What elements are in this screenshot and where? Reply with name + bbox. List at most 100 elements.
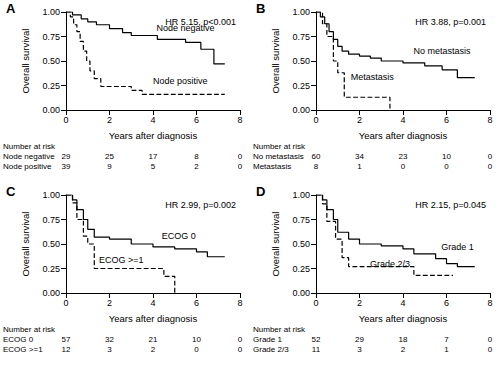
svg-text:0.25: 0.25 bbox=[42, 81, 60, 91]
svg-text:Grade 2/3: Grade 2/3 bbox=[253, 345, 289, 354]
svg-text:Node positive: Node positive bbox=[3, 162, 52, 171]
svg-text:HR 3.88, p=0.001: HR 3.88, p=0.001 bbox=[415, 17, 486, 27]
svg-text:39: 39 bbox=[62, 162, 71, 171]
svg-text:0: 0 bbox=[488, 335, 493, 344]
svg-text:29: 29 bbox=[355, 335, 364, 344]
svg-text:29: 29 bbox=[62, 152, 71, 161]
svg-text:ECOG >=1: ECOG >=1 bbox=[3, 345, 43, 354]
svg-text:0: 0 bbox=[238, 162, 243, 171]
svg-text:6: 6 bbox=[444, 115, 449, 125]
svg-text:7: 7 bbox=[444, 335, 449, 344]
svg-text:0.75: 0.75 bbox=[42, 32, 60, 42]
svg-text:Years after diagnosis: Years after diagnosis bbox=[359, 130, 448, 141]
svg-text:57: 57 bbox=[62, 335, 71, 344]
svg-text:Years after diagnosis: Years after diagnosis bbox=[109, 313, 198, 324]
svg-text:10: 10 bbox=[442, 152, 451, 161]
svg-text:0.50: 0.50 bbox=[42, 56, 60, 66]
svg-text:ECOG 0: ECOG 0 bbox=[3, 335, 34, 344]
svg-text:2: 2 bbox=[107, 115, 112, 125]
svg-text:1: 1 bbox=[444, 345, 449, 354]
svg-text:Number at risk: Number at risk bbox=[253, 325, 306, 334]
svg-text:21: 21 bbox=[149, 335, 158, 344]
svg-text:Number at risk: Number at risk bbox=[3, 142, 56, 151]
svg-text:D: D bbox=[256, 184, 265, 199]
svg-text:Number at risk: Number at risk bbox=[253, 142, 306, 151]
svg-text:0: 0 bbox=[238, 345, 243, 354]
svg-text:8: 8 bbox=[487, 298, 492, 308]
svg-text:0: 0 bbox=[488, 345, 493, 354]
svg-text:2: 2 bbox=[194, 162, 199, 171]
svg-text:Node negative: Node negative bbox=[3, 152, 55, 161]
svg-text:B: B bbox=[256, 1, 265, 16]
svg-text:0.00: 0.00 bbox=[42, 288, 60, 298]
svg-text:0.75: 0.75 bbox=[292, 215, 310, 225]
svg-text:6: 6 bbox=[194, 115, 199, 125]
svg-text:25: 25 bbox=[105, 152, 114, 161]
svg-text:0: 0 bbox=[313, 115, 318, 125]
svg-text:6: 6 bbox=[194, 298, 199, 308]
svg-text:8: 8 bbox=[237, 298, 242, 308]
svg-text:ECOG 0: ECOG 0 bbox=[162, 231, 196, 241]
svg-text:Grade 1: Grade 1 bbox=[253, 335, 282, 344]
svg-text:Overall survival: Overall survival bbox=[270, 212, 281, 277]
svg-text:4: 4 bbox=[150, 115, 155, 125]
svg-text:0.50: 0.50 bbox=[292, 56, 310, 66]
svg-text:32: 32 bbox=[105, 335, 114, 344]
svg-text:Overall survival: Overall survival bbox=[20, 29, 31, 94]
svg-text:0.50: 0.50 bbox=[292, 239, 310, 249]
svg-text:2: 2 bbox=[357, 115, 362, 125]
svg-text:0.75: 0.75 bbox=[292, 32, 310, 42]
svg-text:60: 60 bbox=[312, 152, 321, 161]
svg-text:0: 0 bbox=[444, 162, 449, 171]
svg-text:4: 4 bbox=[400, 298, 405, 308]
svg-text:4: 4 bbox=[400, 115, 405, 125]
svg-text:23: 23 bbox=[399, 152, 408, 161]
svg-text:Grade 1: Grade 1 bbox=[441, 242, 474, 252]
svg-text:18: 18 bbox=[399, 335, 408, 344]
svg-text:Years after diagnosis: Years after diagnosis bbox=[109, 130, 198, 141]
svg-text:0.00: 0.00 bbox=[42, 105, 60, 115]
svg-text:Overall survival: Overall survival bbox=[20, 212, 31, 277]
svg-text:3: 3 bbox=[107, 345, 112, 354]
svg-text:Node negative: Node negative bbox=[156, 23, 214, 33]
svg-text:17: 17 bbox=[149, 152, 158, 161]
svg-text:C: C bbox=[6, 184, 16, 199]
svg-text:3: 3 bbox=[357, 345, 362, 354]
svg-text:12: 12 bbox=[62, 345, 71, 354]
svg-text:1.00: 1.00 bbox=[42, 7, 60, 17]
svg-text:5: 5 bbox=[151, 162, 156, 171]
svg-text:11: 11 bbox=[312, 345, 321, 354]
svg-text:0: 0 bbox=[63, 115, 68, 125]
svg-text:0: 0 bbox=[238, 152, 243, 161]
svg-text:Node positive: Node positive bbox=[153, 76, 208, 86]
svg-text:0.00: 0.00 bbox=[292, 105, 310, 115]
svg-text:A: A bbox=[6, 1, 16, 16]
svg-text:1.00: 1.00 bbox=[292, 7, 310, 17]
svg-text:Overall survival: Overall survival bbox=[270, 29, 281, 94]
svg-text:2: 2 bbox=[151, 345, 156, 354]
svg-text:8: 8 bbox=[487, 115, 492, 125]
svg-text:9: 9 bbox=[107, 162, 112, 171]
svg-text:8: 8 bbox=[237, 115, 242, 125]
svg-text:1.00: 1.00 bbox=[42, 190, 60, 200]
svg-text:0: 0 bbox=[238, 335, 243, 344]
svg-text:Metastasis: Metastasis bbox=[253, 162, 291, 171]
svg-text:2: 2 bbox=[107, 298, 112, 308]
svg-text:0.25: 0.25 bbox=[42, 264, 60, 274]
svg-text:4: 4 bbox=[150, 298, 155, 308]
svg-text:0: 0 bbox=[63, 298, 68, 308]
svg-text:0.25: 0.25 bbox=[292, 264, 310, 274]
svg-text:0.00: 0.00 bbox=[292, 288, 310, 298]
svg-text:6: 6 bbox=[444, 298, 449, 308]
svg-text:0: 0 bbox=[313, 298, 318, 308]
svg-text:52: 52 bbox=[312, 335, 321, 344]
svg-text:Number at risk: Number at risk bbox=[3, 325, 56, 334]
svg-text:34: 34 bbox=[355, 152, 364, 161]
svg-text:0.50: 0.50 bbox=[42, 239, 60, 249]
svg-text:2: 2 bbox=[401, 345, 406, 354]
svg-text:No metastasis: No metastasis bbox=[253, 152, 304, 161]
svg-text:1: 1 bbox=[357, 162, 362, 171]
svg-text:HR 2.15, p=0.045: HR 2.15, p=0.045 bbox=[415, 200, 486, 210]
svg-text:0: 0 bbox=[194, 345, 199, 354]
svg-text:Years after diagnosis: Years after diagnosis bbox=[359, 313, 448, 324]
